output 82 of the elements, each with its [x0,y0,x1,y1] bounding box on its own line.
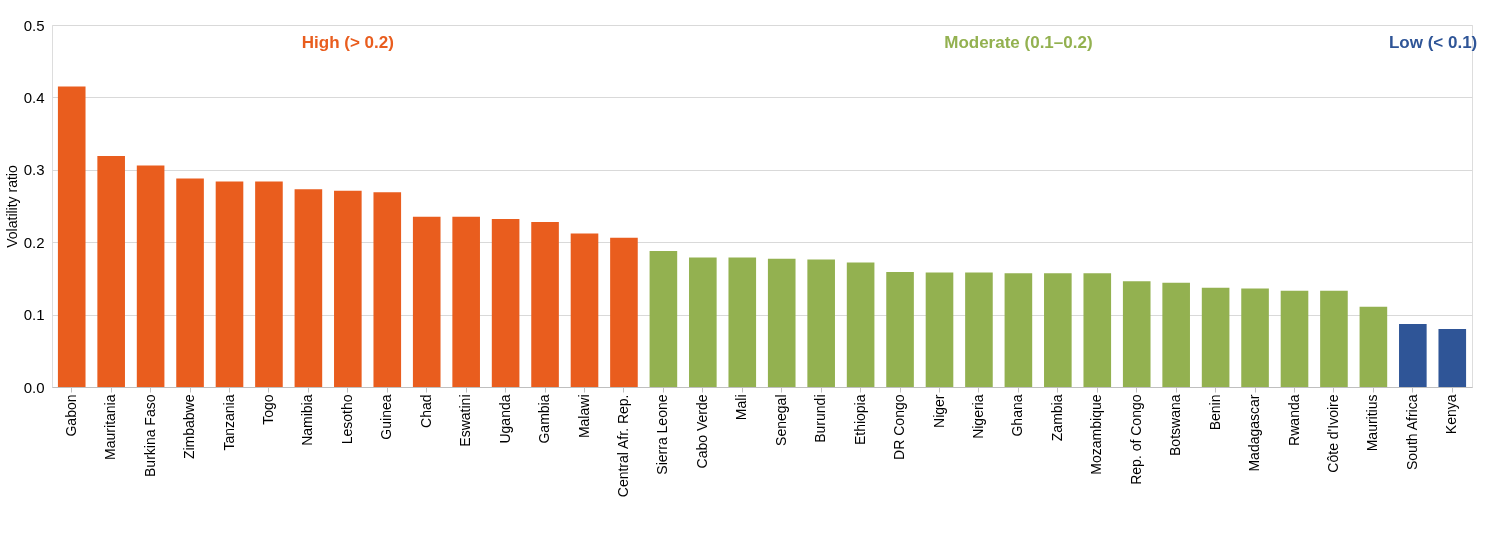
bar [807,259,835,387]
bar [1280,290,1309,387]
bar [57,86,86,387]
y-tick-label: 0.5 [23,16,45,34]
bar [452,216,480,387]
bar [1320,290,1348,387]
bar [886,271,914,387]
x-tick-label: Sierra Leone [654,394,671,475]
x-tick-label: Côte d'Ivoire [1324,394,1341,473]
y-tick-label: 0.2 [23,233,45,251]
x-tick-label: Mauritius [1364,394,1381,452]
bar [1004,273,1033,387]
x-tick-label: Niger [930,394,947,428]
bar [610,237,638,387]
bar [649,250,678,387]
bar [689,257,717,387]
x-tick-label: Cabo Verde [693,394,710,469]
y-tick-label: 0.4 [23,88,45,106]
bar [1399,324,1427,387]
bar [767,258,796,387]
bar [1162,282,1190,387]
bar [412,216,441,387]
bar [176,178,204,387]
x-tick-label: Eswatini [457,394,474,447]
x-tick-label: Togo [259,394,276,425]
bar [846,262,875,387]
x-tick-label: Malawi [575,394,592,439]
x-tick-label: DR Congo [891,394,908,460]
x-tick-label: Ghana [1009,394,1026,437]
bar [334,190,362,387]
x-tick-label: Botswana [1167,394,1184,456]
x-tick-label: Zimbabwe [181,394,198,460]
x-tick-label: Uganda [496,394,513,444]
x-tick-label: Rep. of Congo [1127,394,1144,485]
bar [1122,281,1151,387]
bar [1083,273,1112,387]
x-tick-label: Mauritania [102,394,119,460]
bar [1044,273,1072,387]
bar [925,272,954,387]
x-tick-label: Nigeria [969,394,986,439]
annotation: Moderate (0.1–0.2) [944,33,1093,52]
bar [373,192,402,387]
bar [531,221,559,387]
x-tick-label: Gambia [536,394,553,444]
x-tick-label: Gabon [62,394,79,437]
bar [1438,329,1467,387]
x-tick-label: Namibia [299,394,316,446]
x-tick-label: Burundi [812,394,829,443]
x-tick-label: Benin [1206,394,1223,431]
y-tick-label: 0.3 [23,161,45,179]
bar [136,165,165,387]
bar [1201,287,1230,387]
x-tick-label: Lesotho [338,394,355,445]
annotation: Low (< 0.1) [1388,33,1478,52]
x-tick-label: Zambia [1048,394,1065,442]
y-tick-label: 0.0 [23,378,45,396]
y-tick-label: 0.1 [23,306,45,324]
x-tick-label: Ethiopia [851,394,868,446]
y-axis-title: Volatility ratio [3,165,20,248]
bar [255,181,283,387]
x-tick-label: Chad [417,394,434,428]
annotation: High (> 0.2) [301,33,394,52]
bar [1359,306,1388,387]
x-tick-label: Madagascar [1246,394,1263,472]
x-tick-label: Senegal [772,394,789,446]
bar [215,181,244,387]
x-tick-label: Mozambique [1088,394,1105,475]
bar [728,257,757,387]
x-tick-label: Kenya [1443,394,1460,435]
bar [491,219,520,387]
x-tick-label: South Africa [1403,394,1420,470]
x-tick-label: Rwanda [1285,394,1302,446]
bar [1241,288,1269,387]
x-tick-label: Tanzania [220,394,237,451]
x-tick-label: Central Afr. Rep. [614,394,631,498]
bar [965,272,993,387]
x-tick-label: Mali [733,394,750,421]
bar [570,233,599,387]
x-tick-label: Guinea [378,394,395,440]
bar [97,156,125,387]
x-tick-label: Burkina Faso [141,394,158,477]
bar [294,189,323,387]
